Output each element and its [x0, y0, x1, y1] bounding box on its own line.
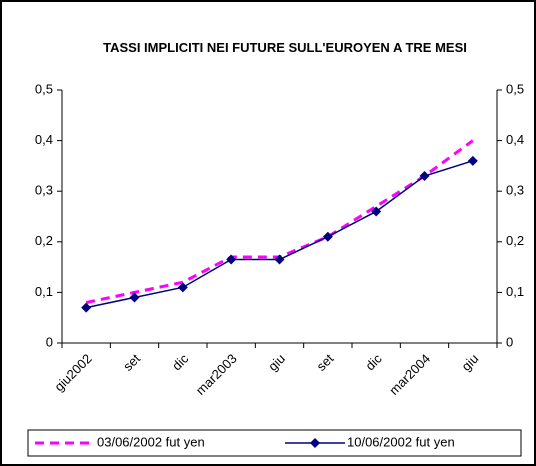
y-tick-label: 0,3 — [35, 183, 53, 198]
marker — [274, 254, 285, 265]
legend-label: 10/06/2002 fut yen — [347, 434, 455, 449]
y2-tick-label: 0 — [506, 334, 513, 349]
y-tick-label: 0,2 — [35, 233, 53, 248]
chart-title: TASSI IMPLICITI NEI FUTURE SULL'EUROYEN … — [103, 40, 467, 55]
y2-tick-label: 0,4 — [506, 132, 524, 147]
y2-tick-label: 0,2 — [506, 233, 524, 248]
y-tick-label: 0,5 — [35, 81, 53, 96]
y2-tick-label: 0,3 — [506, 183, 524, 198]
marker — [371, 206, 382, 217]
y2-tick-label: 0,1 — [506, 284, 524, 299]
marker — [129, 292, 140, 303]
marker — [177, 282, 188, 293]
legend-marker — [310, 438, 320, 448]
y2-tick-label: 0,5 — [506, 81, 524, 96]
legend-box — [27, 429, 522, 457]
marker — [419, 171, 430, 182]
legend-label: 03/06/2002 fut yen — [97, 434, 205, 449]
y-tick-label: 0,4 — [35, 132, 53, 147]
marker — [81, 302, 92, 313]
y-tick-label: 0,1 — [35, 284, 53, 299]
marker — [467, 155, 478, 166]
marker — [322, 231, 333, 242]
marker — [226, 254, 237, 265]
y-tick-label: 0 — [46, 334, 53, 349]
